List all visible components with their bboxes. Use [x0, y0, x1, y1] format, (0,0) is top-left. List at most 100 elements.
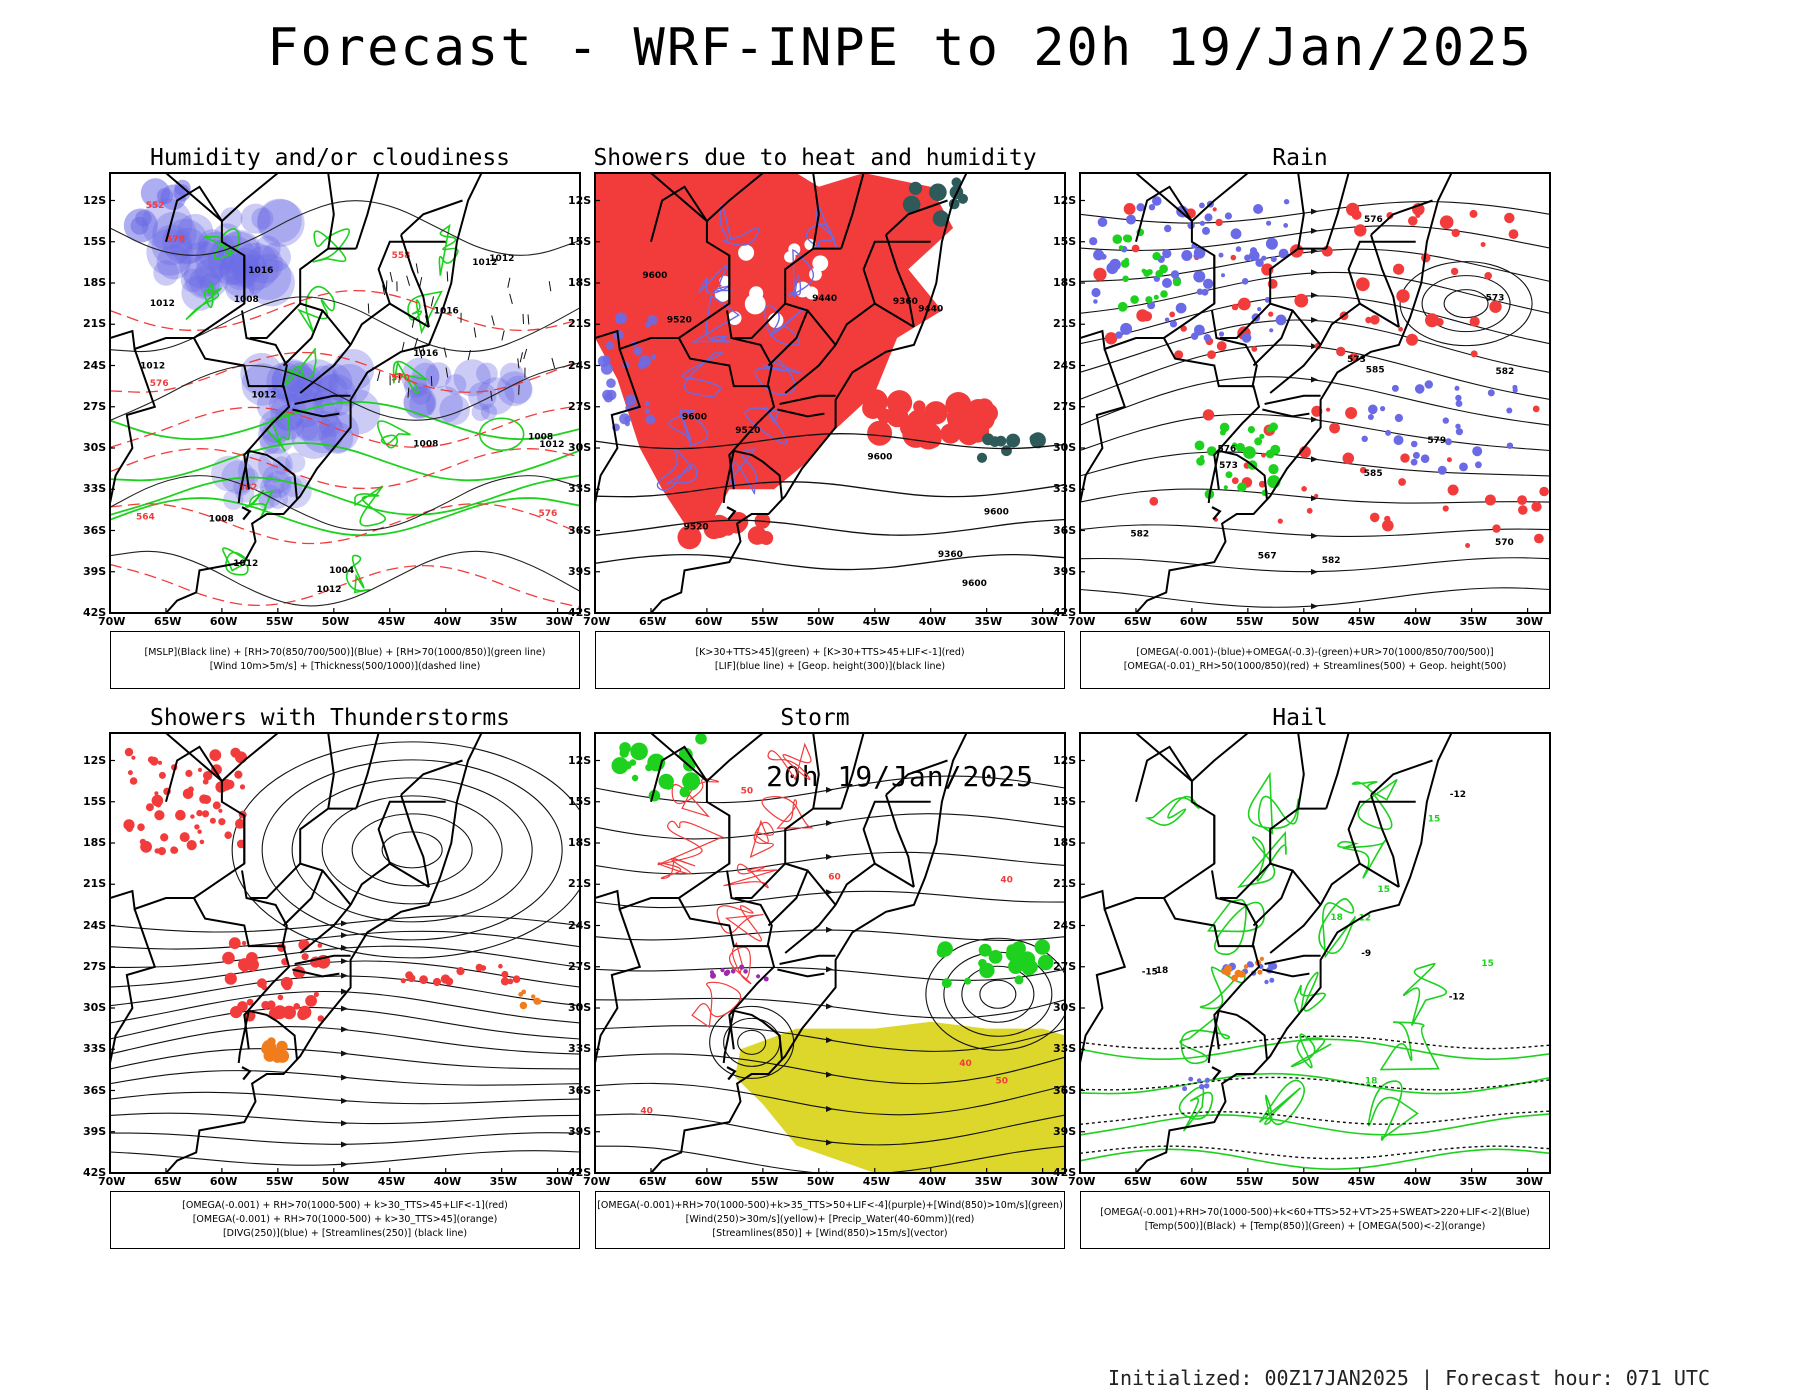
field-patch [1115, 331, 1123, 339]
latitude-label: 12S [1053, 193, 1077, 207]
contour-label: 40 [1000, 875, 1013, 885]
field-patch [190, 814, 195, 819]
field-patch [1034, 939, 1050, 955]
state-border [595, 173, 731, 351]
panel-title: Hail [1272, 705, 1328, 731]
latitude-label: 30S [1053, 1001, 1077, 1014]
field-patch [1391, 384, 1399, 392]
longitude-label: 60W [1179, 615, 1208, 628]
field-patch [979, 962, 995, 979]
field-patch [709, 970, 715, 975]
contour-label: 9600 [867, 453, 892, 463]
map-area: 12S 15S 18S 21S 24S 27S 30S 33S 36S 39S 42S 70W 65W 6… [83, 732, 581, 1188]
longitude-label: 45W [862, 1175, 891, 1188]
wind-vector [430, 376, 433, 387]
map-area: -9 -12 -12 -15 -18 15 18 15 12 15 18 12S 15S 18S 21S 24… [1053, 732, 1551, 1188]
field-patch [1475, 461, 1482, 469]
legend-line: [OMEGA(-0.001) + RH>70(1000-500) + k>30_… [182, 1200, 508, 1211]
field-patch [255, 235, 281, 262]
state-border [650, 185, 708, 243]
field-patch [606, 378, 616, 388]
lif-contour [668, 409, 709, 447]
latitude-label: 15S [1053, 794, 1077, 808]
streamline-arrow [1311, 227, 1318, 234]
field-patch [1355, 277, 1370, 292]
streamline [1080, 319, 1550, 373]
latitude-label: 36S [1053, 1083, 1077, 1097]
map-area: 1012 1008 1016 1004 1012 1012 1008 1012 1012 1012… [83, 172, 581, 628]
field-patch [629, 759, 637, 766]
field-patch [1203, 334, 1211, 342]
longitude-label: 60W [209, 615, 238, 628]
field-patch [1336, 346, 1346, 357]
latitude-label: 42S [83, 1166, 107, 1179]
field-patch [1269, 328, 1274, 333]
latitude-label: 27S [83, 399, 107, 413]
field-patch [445, 374, 467, 396]
contour-label: 1012 [472, 258, 497, 268]
field-patch [241, 967, 248, 973]
field-patch [411, 362, 440, 391]
contour-label: 570 [391, 374, 410, 384]
field-patch [1406, 333, 1418, 346]
field-patch [932, 210, 950, 227]
contour-label: 18 [1330, 913, 1343, 923]
contour-label: 40 [640, 1107, 653, 1117]
field-patch [595, 173, 954, 531]
field-patch [1224, 212, 1232, 220]
state-border [299, 344, 352, 394]
field-patch [1450, 267, 1459, 276]
field-patch [173, 184, 191, 202]
contour-line [110, 351, 580, 393]
field-patch [261, 242, 291, 272]
contour-label: 582 [1322, 556, 1341, 566]
streamline [110, 930, 580, 950]
field-patch [1268, 311, 1274, 317]
field-patch [1231, 303, 1239, 311]
field-patch [1380, 406, 1386, 412]
field-patch [1219, 429, 1226, 436]
longitude-label: 30W [1515, 615, 1544, 628]
field-patch [241, 363, 284, 406]
streamline-arrow [826, 786, 833, 793]
field-patch [471, 402, 490, 422]
state-border [734, 862, 786, 899]
field-patch [1164, 224, 1172, 233]
state-border [779, 394, 836, 405]
temp850-contour [1258, 1079, 1305, 1126]
precip-water-contour [657, 857, 696, 880]
wind-vector [523, 348, 528, 360]
temp850-contour [1178, 1086, 1214, 1132]
streamline [110, 1048, 580, 1070]
state-border [726, 870, 773, 948]
field-patch [978, 943, 992, 957]
longitude-label: 65W [1123, 615, 1152, 628]
longitude-label: 50W [1291, 615, 1320, 628]
field-patch [976, 452, 988, 463]
field-patch [1506, 442, 1514, 449]
latitude-label: 33S [83, 482, 107, 496]
lif-contour [805, 202, 838, 248]
streamline-arrow [341, 1141, 348, 1148]
legend-line: [OMEGA(-0.001)+RH>70(1000-500)+k>35_TTS>… [597, 1200, 1063, 1211]
field-patch [1342, 452, 1355, 465]
latitude-label: 36S [568, 523, 592, 537]
field-patch [1218, 331, 1225, 337]
rh-contour [312, 228, 351, 263]
field-patch [267, 1037, 276, 1046]
longitude-label: 65W [153, 1175, 182, 1188]
contour-line [1080, 1145, 1550, 1160]
field-patch [409, 390, 436, 418]
field-patch [129, 777, 138, 785]
field-patch [152, 211, 197, 256]
field-patch [1250, 247, 1257, 255]
contour-label: 576 [539, 509, 558, 519]
panel-hail: Hail -9 -12 -12 -15 -18 15 18 15 12 15 18 12S 15S 18S 2… [1040, 705, 1560, 1255]
field-patch [156, 244, 192, 280]
contour-label: 573 [1219, 461, 1238, 471]
map-layers [110, 733, 580, 1173]
field-patch [201, 810, 210, 818]
field-patch [867, 420, 893, 446]
longitude-label: 40W [433, 615, 462, 628]
state-border [299, 904, 352, 954]
